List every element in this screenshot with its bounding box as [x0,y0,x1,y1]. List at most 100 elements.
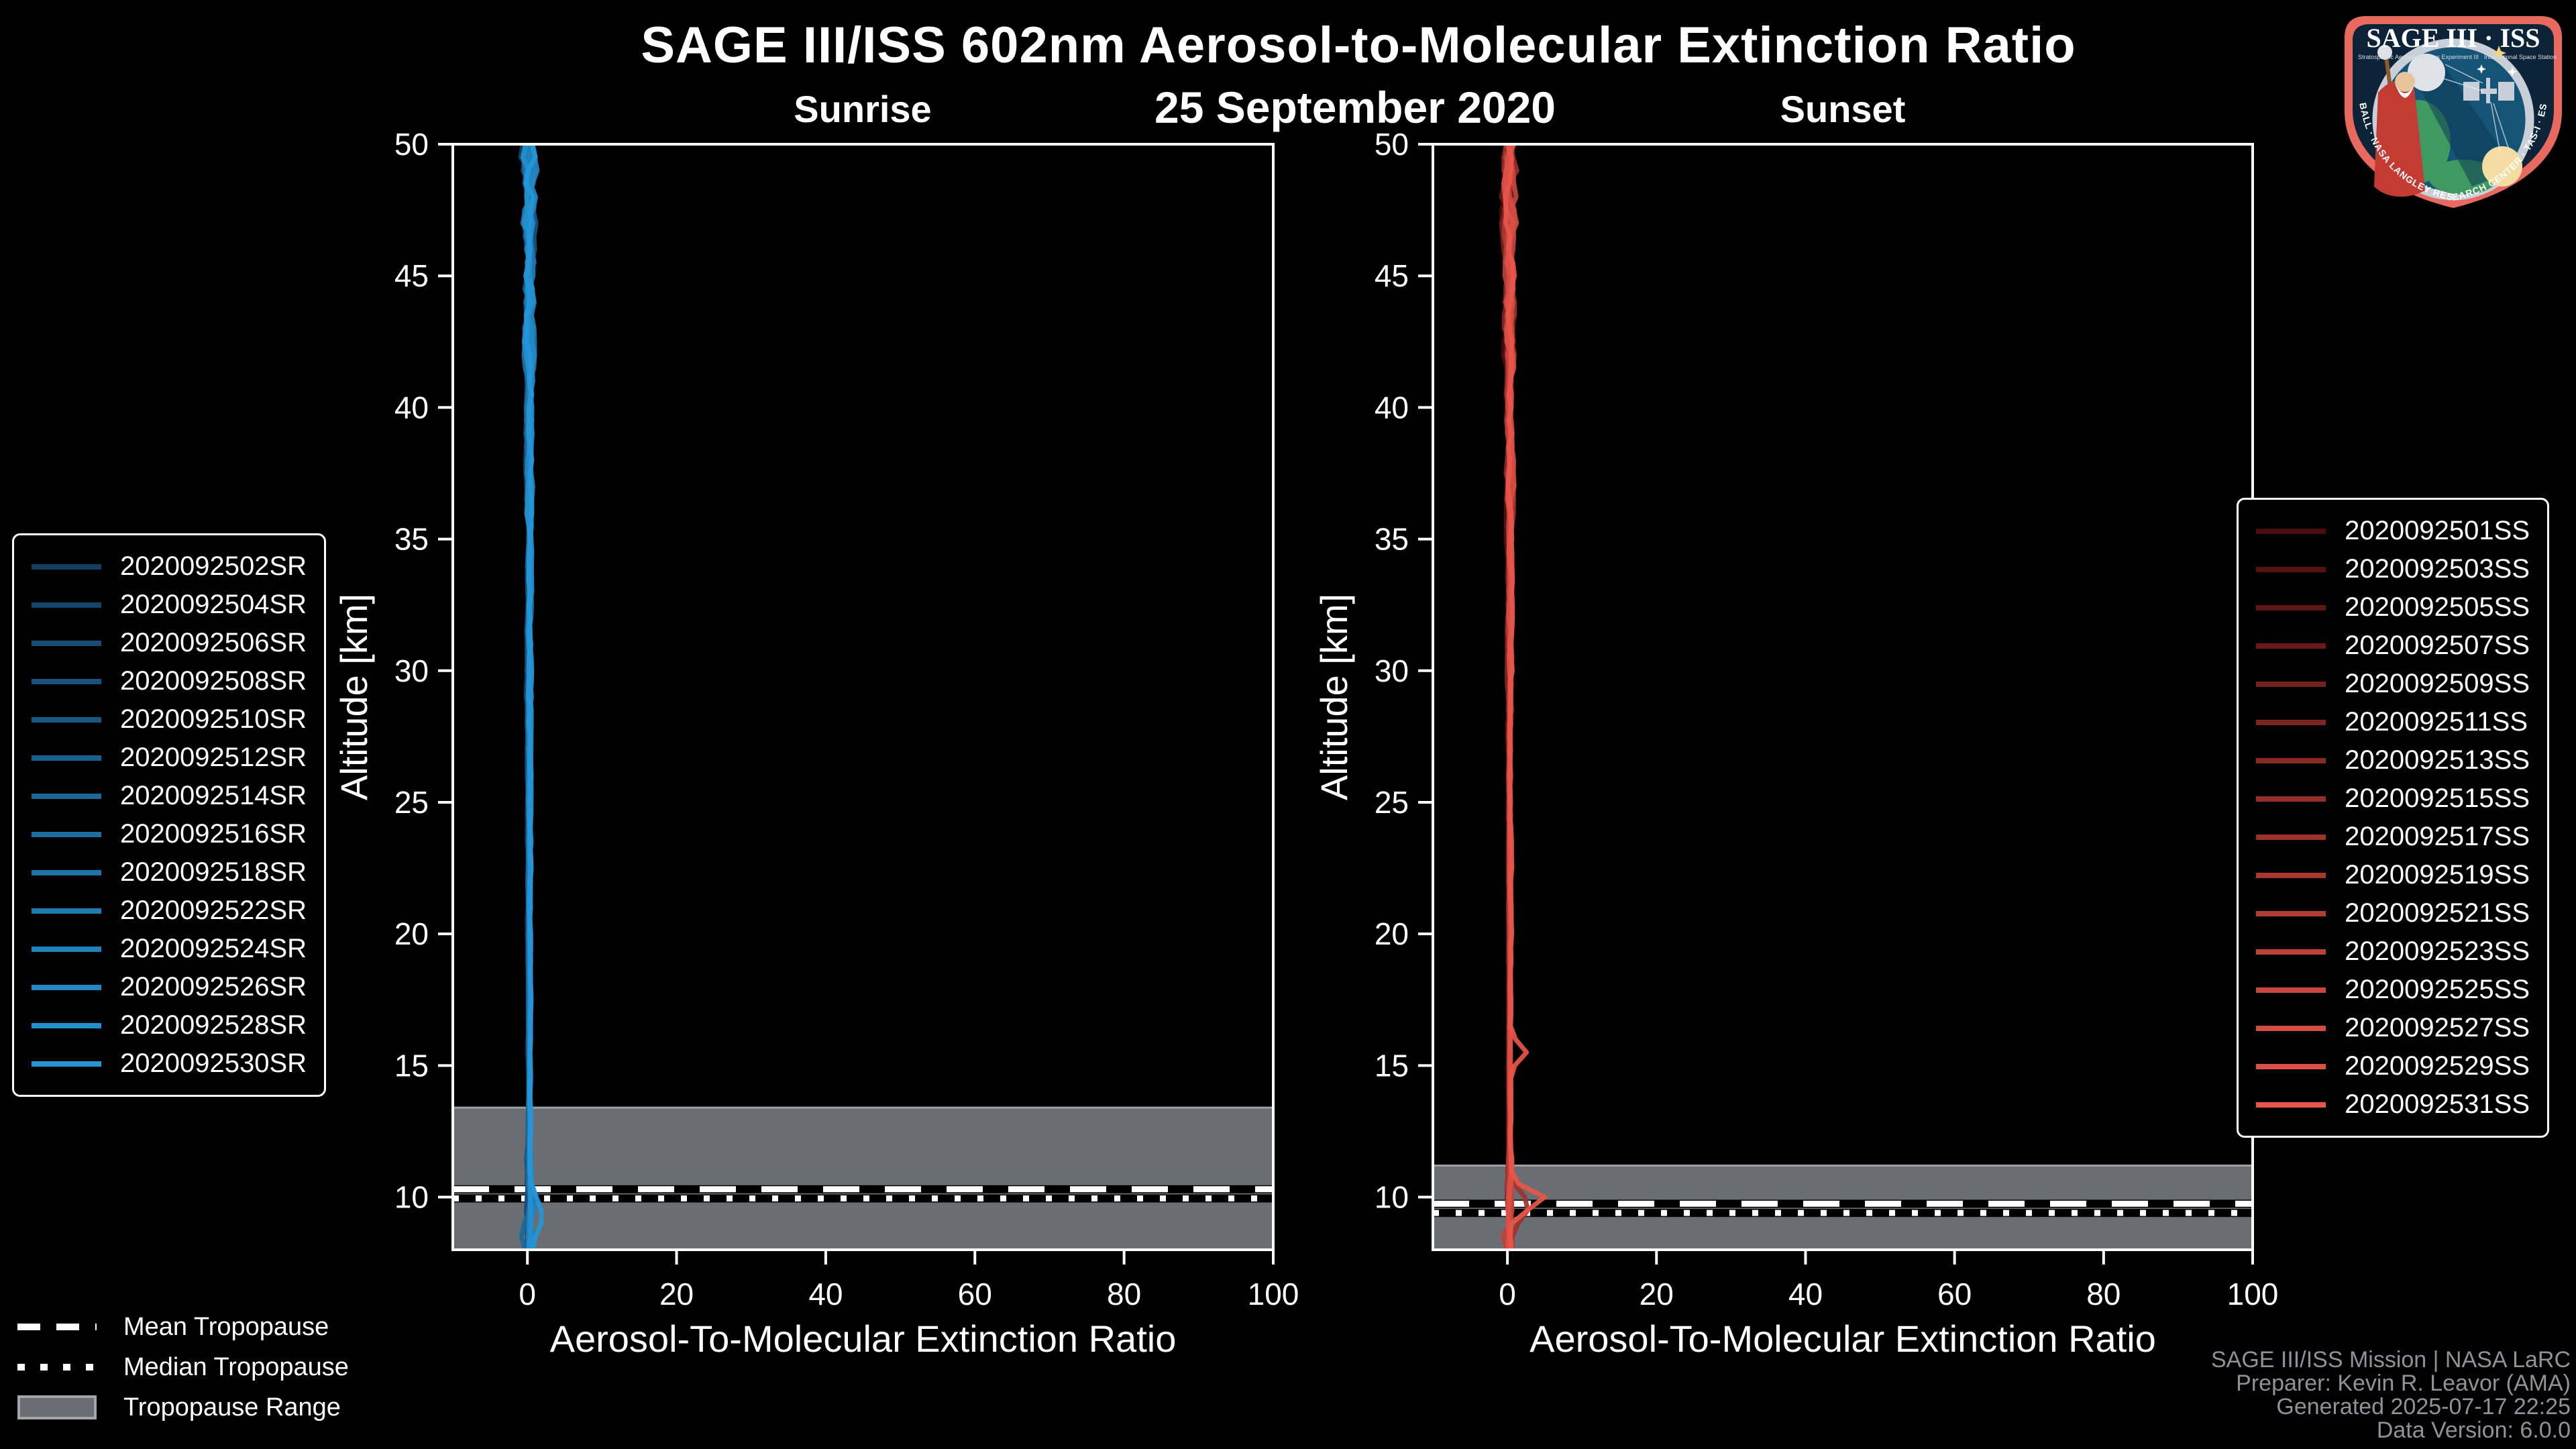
y-tick-label: 15 [1375,1048,1409,1083]
legend-item: 2020092504SR [32,586,307,624]
legend-item: 2020092507SS [2256,627,2530,665]
legend-label: 2020092522SR [120,896,307,925]
tropopause-range-label: Tropopause Range [123,1393,341,1421]
legend-label: 2020092510SR [120,704,307,734]
legend-label: 2020092501SS [2345,516,2530,545]
legend-label: 2020092529SS [2345,1051,2530,1081]
x-tick-label: 60 [1937,1277,1972,1311]
tropopause-range-legend-row: Tropopause Range [17,1387,349,1428]
y-axis-label: Altitude [km] [333,594,375,800]
legend-item: 2020092502SR [32,547,307,586]
legend-item: 2020092506SR [32,624,307,662]
y-tick-label: 50 [1375,127,1409,162]
legend-item: 2020092505SS [2256,588,2530,627]
legend-line-sample [2256,796,2326,802]
y-tick-label: 25 [1375,785,1409,820]
y-tick-label: 35 [394,522,429,557]
tropopause-range-sample [17,1395,97,1419]
y-tick-label: 20 [1375,916,1409,951]
sunrise-legend: 2020092502SR 2020092504SR 2020092506SR 2020… [12,533,327,1097]
y-tick-label: 15 [394,1048,429,1083]
x-axis-label: Aerosol-To-Molecular Extinction Ratio [550,1318,1177,1360]
mean-tropopause-legend-row: Mean Tropopause [17,1307,349,1347]
legend-line-sample [32,755,101,761]
x-tick-label: 40 [808,1277,843,1311]
legend-label: 2020092515SS [2345,784,2530,813]
legend-item: 2020092524SR [32,930,307,968]
legend-line-sample [32,564,101,570]
sunset-legend: 2020092501SS 2020092503SS 2020092505SS 2020… [2237,498,2549,1138]
tropopause-range-band [453,1108,1273,1250]
mean-tropopause-dash-sample [17,1324,97,1330]
legend-item: 2020092521SS [2256,894,2530,932]
y-tick-label: 30 [394,653,429,688]
x-tick-label: 80 [1107,1277,1141,1311]
plot-frame [1432,143,2254,1251]
x-tick-label: 100 [1248,1277,1299,1311]
footer-line-generated: Generated 2025-07-17 22:25 [2276,1394,2571,1419]
logo-title: SAGE III · ISS [2366,23,2540,53]
legend-label: 2020092516SR [120,819,307,849]
legend-line-sample [32,716,101,722]
footer-attribution: SAGE III/ISS Mission | NASA LaRC Prepare… [2211,1348,2571,1442]
x-tick-label: 60 [958,1277,992,1311]
logo-subtitle-left: Stratospheric Aerosol and Gas Experiment… [2358,54,2479,60]
x-axis-label: Aerosol-To-Molecular Extinction Ratio [1529,1318,2156,1360]
legend-line-sample [2256,1063,2326,1069]
legend-item: 2020092503SS [2256,550,2530,588]
legend-label: 2020092527SS [2345,1013,2530,1042]
y-tick-label: 40 [394,390,429,425]
legend-item: 2020092516SR [32,815,307,853]
x-tick-label: 100 [2227,1277,2279,1311]
y-tick-label: 40 [1375,390,1409,425]
legend-label: 2020092514SR [120,781,307,810]
legend-item: 2020092522SR [32,892,307,930]
plot-frame [451,143,1275,1251]
legend-line-sample [2256,566,2326,572]
legend-item: 2020092519SS [2256,856,2530,894]
legend-line-sample [32,946,101,952]
x-tick-label: 40 [1788,1277,1823,1311]
legend-label: 2020092503SS [2345,554,2530,584]
legend-item: 2020092518SR [32,853,307,892]
legend-item: 2020092529SS [2256,1047,2530,1085]
legend-item: 2020092531SS [2256,1085,2530,1124]
sunset-panel-title: Sunset [1780,88,1906,130]
footer-line-preparer: Preparer: Kevin R. Leavor (AMA) [2236,1371,2571,1396]
legend-item: 2020092528SR [32,1006,307,1044]
legend-label: 2020092504SR [120,590,307,619]
logo-sight-lines [2440,64,2510,154]
legend-label: 2020092528SR [120,1010,307,1040]
sage-iss-logo: SAGE III · ISS Stratospheric Aerosol and… [2339,11,2562,208]
legend-line-sample [2256,1102,2326,1108]
y-tick-label: 35 [1375,522,1409,557]
median-tropopause-label: Median Tropopause [123,1352,349,1381]
legend-item: 2020092525SS [2256,971,2530,1009]
legend-label: 2020092517SS [2345,822,2530,851]
legend-label: 2020092523SS [2345,936,2530,966]
legend-line-sample [2256,910,2326,916]
legend-label: 2020092518SR [120,857,307,887]
legend-item: 2020092526SR [32,968,307,1006]
legend-item: 2020092514SR [32,777,307,815]
x-tick-label: 80 [2086,1277,2121,1311]
legend-line-sample [2256,604,2326,610]
legend-line-sample [2256,834,2326,840]
footer-line-version: Data Version: 6.0.0 [2376,1417,2571,1443]
legend-label: 2020092531SS [2345,1089,2530,1119]
y-tick-label: 20 [394,916,429,951]
legend-line-sample [2256,643,2326,649]
legend-item: 2020092517SS [2256,818,2530,856]
y-tick-label: 45 [394,258,429,293]
legend-line-sample [32,678,101,684]
legend-item: 2020092523SS [2256,932,2530,971]
legend-label: 2020092526SR [120,972,307,1002]
y-tick-label: 25 [394,785,429,820]
legend-item: 2020092530SR [32,1044,307,1083]
legend-label: 2020092506SR [120,628,307,657]
legend-line-sample [2256,987,2326,993]
logo-iss [2463,78,2514,103]
profile-series-line [523,144,544,1250]
page-date: 25 September 2020 [1154,83,1556,132]
